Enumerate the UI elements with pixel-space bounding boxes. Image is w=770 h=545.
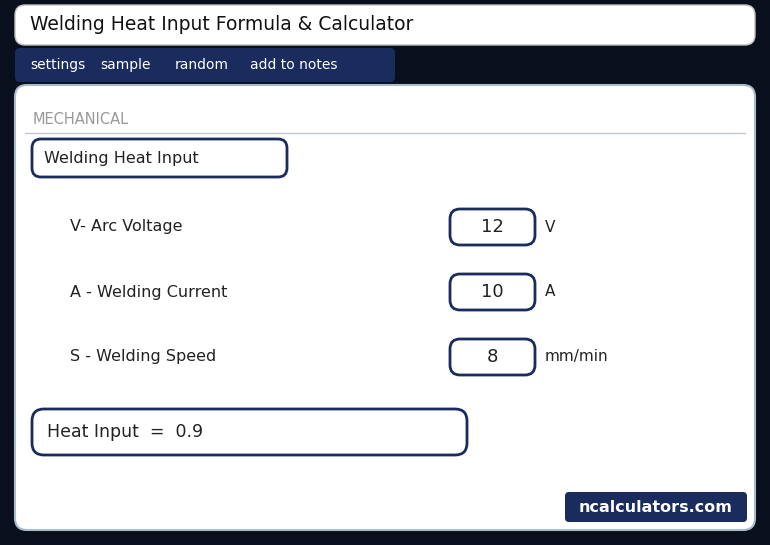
Text: V: V (545, 220, 555, 234)
FancyBboxPatch shape (450, 274, 535, 310)
FancyBboxPatch shape (15, 5, 755, 45)
FancyBboxPatch shape (32, 409, 467, 455)
Text: Welding Heat Input Formula & Calculator: Welding Heat Input Formula & Calculator (30, 15, 413, 34)
Text: A - Welding Current: A - Welding Current (70, 284, 227, 300)
Text: 8: 8 (487, 348, 498, 366)
Text: 10: 10 (481, 283, 504, 301)
Text: add to notes: add to notes (250, 58, 337, 72)
FancyBboxPatch shape (450, 339, 535, 375)
Text: A: A (545, 284, 555, 300)
Text: S - Welding Speed: S - Welding Speed (70, 349, 216, 365)
Text: ncalculators.com: ncalculators.com (579, 500, 733, 514)
FancyBboxPatch shape (15, 85, 755, 530)
Text: random: random (175, 58, 229, 72)
Text: sample: sample (100, 58, 150, 72)
FancyBboxPatch shape (565, 492, 747, 522)
Text: MECHANICAL: MECHANICAL (33, 112, 129, 128)
FancyBboxPatch shape (450, 209, 535, 245)
FancyBboxPatch shape (32, 139, 287, 177)
Text: Welding Heat Input: Welding Heat Input (44, 150, 199, 166)
Text: settings: settings (30, 58, 85, 72)
Text: Heat Input  =  0.9: Heat Input = 0.9 (47, 423, 203, 441)
Text: V- Arc Voltage: V- Arc Voltage (70, 220, 182, 234)
FancyBboxPatch shape (15, 48, 395, 82)
Text: 12: 12 (481, 218, 504, 236)
Text: mm/min: mm/min (545, 349, 608, 365)
